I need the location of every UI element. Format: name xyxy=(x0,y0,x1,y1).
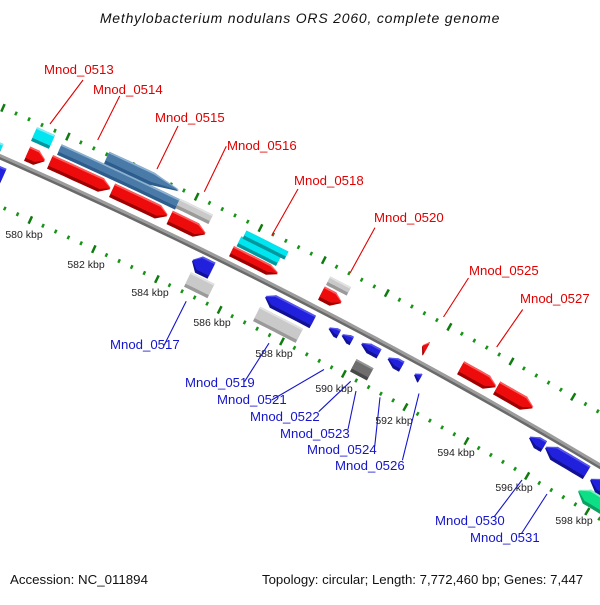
svg-text:588 kbp: 588 kbp xyxy=(255,348,293,360)
svg-text:Topology: circular; Length: 7,: Topology: circular; Length: 7,772,460 bp… xyxy=(262,572,583,587)
svg-text:596 kbp: 596 kbp xyxy=(495,482,533,494)
svg-text:Mnod_0523: Mnod_0523 xyxy=(280,426,350,441)
svg-text:592 kbp: 592 kbp xyxy=(375,415,413,427)
svg-text:Methylobacterium nodulans ORS: Methylobacterium nodulans ORS 2060, comp… xyxy=(100,10,500,26)
svg-text:586 kbp: 586 kbp xyxy=(193,317,231,329)
svg-text:594 kbp: 594 kbp xyxy=(437,447,475,459)
svg-text:Mnod_0515: Mnod_0515 xyxy=(155,110,225,125)
svg-text:598 kbp: 598 kbp xyxy=(555,515,593,527)
svg-text:580 kbp: 580 kbp xyxy=(5,229,43,241)
svg-text:Mnod_0525: Mnod_0525 xyxy=(469,263,539,278)
svg-text:Mnod_0521: Mnod_0521 xyxy=(217,392,287,407)
svg-text:590 kbp: 590 kbp xyxy=(315,383,353,395)
svg-text:Mnod_0513: Mnod_0513 xyxy=(44,62,114,77)
svg-text:Mnod_0514: Mnod_0514 xyxy=(93,82,163,97)
svg-text:582 kbp: 582 kbp xyxy=(67,259,105,271)
svg-text:Mnod_0530: Mnod_0530 xyxy=(435,513,505,528)
svg-text:584 kbp: 584 kbp xyxy=(131,287,169,299)
svg-text:Mnod_0518: Mnod_0518 xyxy=(294,173,364,188)
svg-text:Mnod_0524: Mnod_0524 xyxy=(307,442,377,457)
svg-text:Mnod_0517: Mnod_0517 xyxy=(110,337,180,352)
svg-text:Accession: NC_011894: Accession: NC_011894 xyxy=(10,572,148,587)
svg-text:Mnod_0519: Mnod_0519 xyxy=(185,375,255,390)
svg-text:Mnod_0526: Mnod_0526 xyxy=(335,458,405,473)
svg-text:Mnod_0531: Mnod_0531 xyxy=(470,530,540,545)
svg-text:Mnod_0520: Mnod_0520 xyxy=(374,210,444,225)
svg-text:Mnod_0516: Mnod_0516 xyxy=(227,138,297,153)
svg-text:Mnod_0527: Mnod_0527 xyxy=(520,291,590,306)
svg-text:Mnod_0522: Mnod_0522 xyxy=(250,409,320,424)
